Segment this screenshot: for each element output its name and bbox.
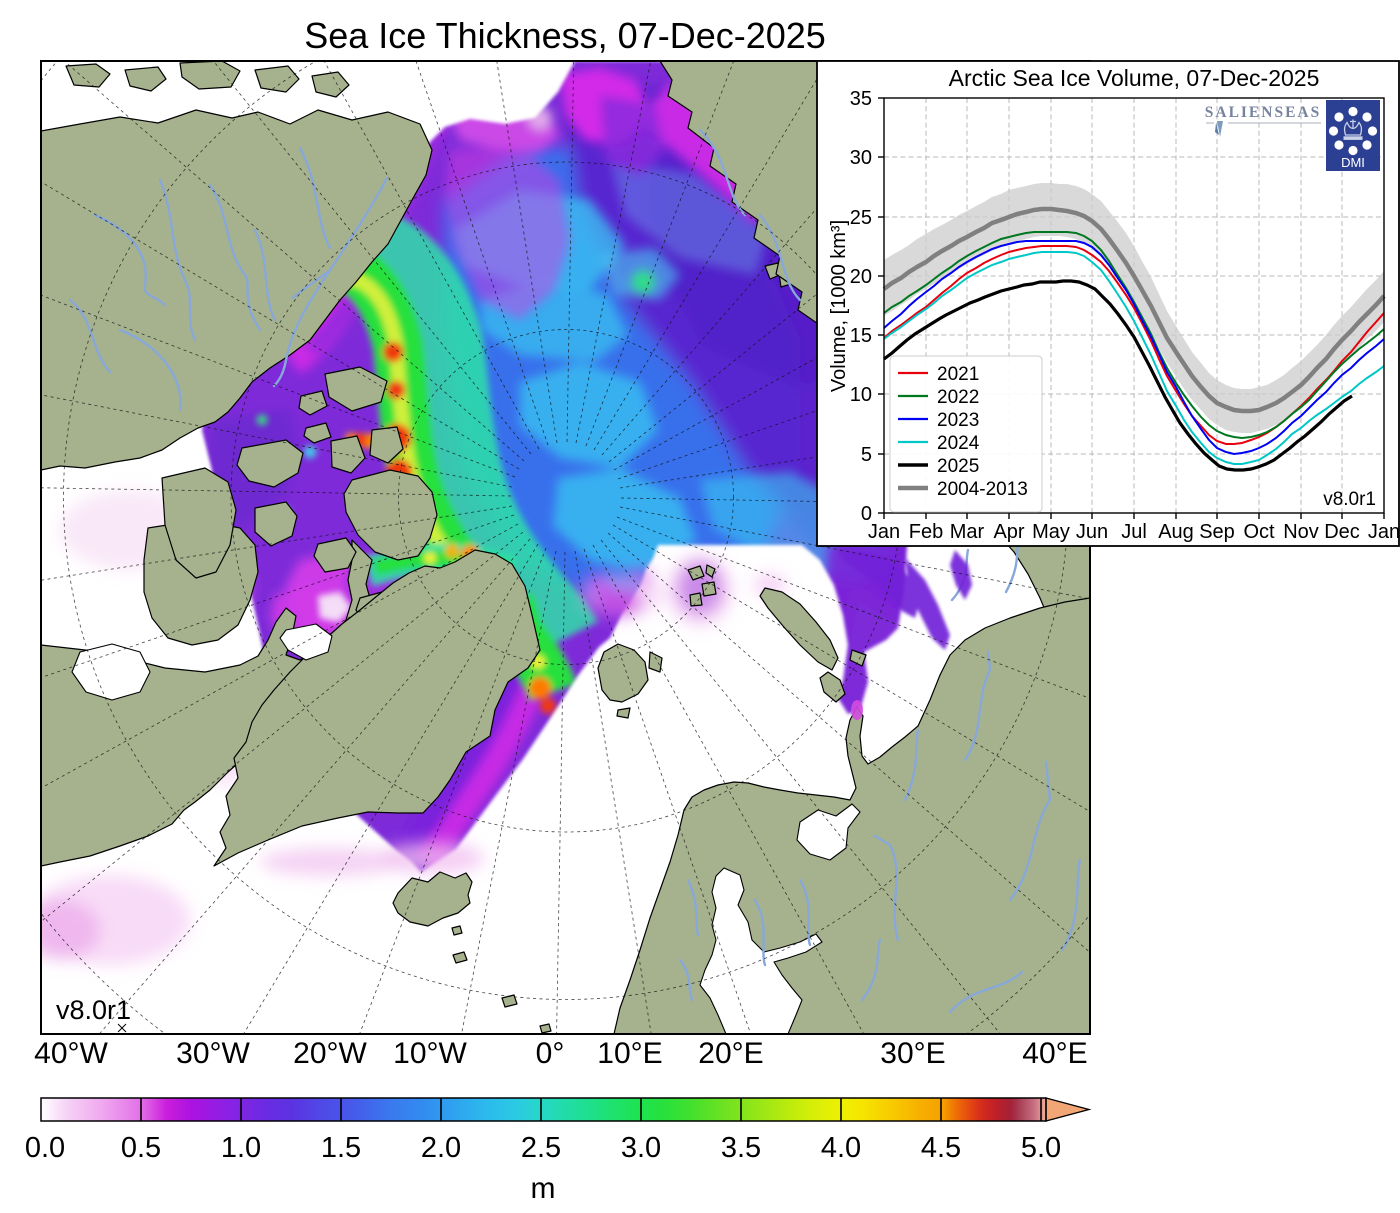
svg-text:35: 35 (850, 88, 872, 110)
svg-text:10°W: 10°W (393, 1037, 467, 1070)
svg-text:m: m (531, 1172, 556, 1205)
svg-text:10: 10 (850, 384, 872, 406)
svg-text:4.0: 4.0 (821, 1132, 861, 1164)
svg-text:40°W: 40°W (34, 1037, 108, 1070)
svg-text:0.5: 0.5 (121, 1132, 161, 1164)
svg-text:Jul: Jul (1121, 521, 1147, 543)
svg-text:2025: 2025 (937, 456, 979, 477)
svg-text:5: 5 (861, 444, 872, 466)
svg-text:30°W: 30°W (176, 1037, 250, 1070)
svg-text:20°W: 20°W (293, 1037, 367, 1070)
svg-text:3.5: 3.5 (721, 1132, 761, 1164)
svg-text:Jan: Jan (1368, 521, 1400, 543)
svg-text:20: 20 (850, 266, 872, 288)
svg-text:Jan: Jan (868, 521, 900, 543)
svg-text:v8.0r1: v8.0r1 (1323, 489, 1376, 510)
svg-text:Jun: Jun (1076, 521, 1108, 543)
svg-text:Nov: Nov (1283, 521, 1319, 543)
svg-text:2023: 2023 (937, 410, 979, 431)
svg-text:Oct: Oct (1243, 521, 1275, 543)
svg-text:0.0: 0.0 (25, 1132, 65, 1164)
svg-text:Mar: Mar (950, 521, 985, 543)
svg-text:Aug: Aug (1158, 521, 1194, 543)
svg-text:Arctic Sea Ice Volume, 07-Dec-: Arctic Sea Ice Volume, 07-Dec-2025 (949, 65, 1320, 91)
svg-text:25: 25 (850, 207, 872, 229)
svg-text:2024: 2024 (937, 433, 980, 454)
svg-text:Feb: Feb (909, 521, 943, 543)
svg-text:30°E: 30°E (880, 1037, 945, 1070)
svg-text:30: 30 (850, 147, 872, 169)
svg-text:1.0: 1.0 (221, 1132, 261, 1164)
svg-text:Apr: Apr (993, 521, 1024, 543)
svg-text:4.5: 4.5 (921, 1132, 961, 1164)
svg-text:v8.0r1: v8.0r1 (56, 995, 131, 1025)
svg-text:Dec: Dec (1324, 521, 1360, 543)
svg-text:40°E: 40°E (1022, 1037, 1087, 1070)
svg-text:3.0: 3.0 (621, 1132, 661, 1164)
svg-text:15: 15 (850, 325, 872, 347)
svg-text:May: May (1032, 521, 1070, 543)
svg-text:2004-2013: 2004-2013 (937, 479, 1028, 500)
svg-text:2021: 2021 (937, 364, 979, 385)
svg-text:2022: 2022 (937, 387, 979, 408)
svg-text:0: 0 (861, 503, 872, 525)
svg-text:1.5: 1.5 (321, 1132, 361, 1164)
svg-text:Sep: Sep (1199, 521, 1235, 543)
svg-text:SALIENSEAS: SALIENSEAS (1205, 104, 1322, 121)
svg-text:5.0: 5.0 (1021, 1132, 1061, 1164)
svg-text:DMI: DMI (1341, 155, 1365, 170)
svg-text:0°: 0° (536, 1037, 565, 1070)
svg-text:2.0: 2.0 (421, 1132, 461, 1164)
svg-text:Sea Ice Thickness, 07-Dec-2025: Sea Ice Thickness, 07-Dec-2025 (304, 15, 826, 56)
svg-text:Volume, [1000 km³]: Volume, [1000 km³] (828, 220, 850, 392)
svg-text:2.5: 2.5 (521, 1132, 561, 1164)
svg-text:20°E: 20°E (698, 1037, 763, 1070)
svg-text:10°E: 10°E (597, 1037, 662, 1070)
